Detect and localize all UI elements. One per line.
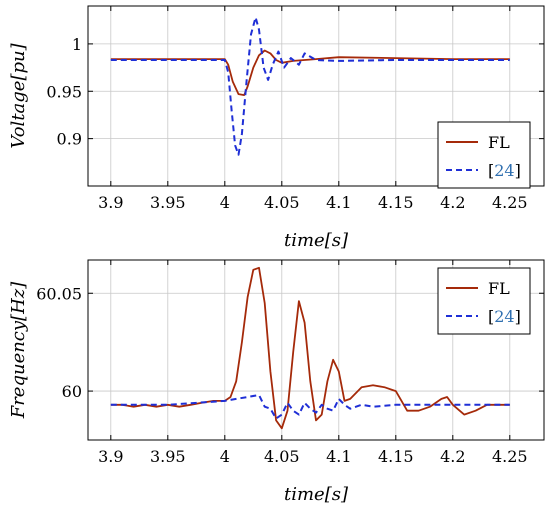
series-line-ref24	[110, 16, 510, 156]
x-tick-label: 4.2	[440, 447, 465, 466]
x-axis-label: time[s]	[284, 230, 349, 251]
x-tick-label: 4.05	[264, 193, 300, 212]
x-tick-label: 4	[220, 193, 230, 212]
frequency-chart: 3.9 3.95 4 4.05 4.1 4.15 4.2 4.25 60 60.05 time[s]…	[8, 259, 545, 505]
series-line-fl	[110, 266, 510, 430]
x-tick-label: 4.05	[264, 447, 300, 466]
x-tick-label: 4	[220, 447, 230, 466]
legend: FL [24]	[437, 267, 531, 335]
y-tick-label: 1	[72, 35, 82, 54]
x-tick-label: 4.25	[492, 447, 528, 466]
y-axis-label: Voltage[pu]	[8, 42, 29, 148]
legend-box	[437, 267, 531, 335]
x-tick-label: 4.1	[326, 193, 351, 212]
x-tick-label: 4.2	[440, 193, 465, 212]
y-tick-label: 0.95	[46, 82, 82, 101]
x-tick-label: 3.9	[98, 193, 123, 212]
legend: FL [24]	[437, 121, 531, 189]
y-axis-label: Frequency[Hz]	[8, 281, 29, 420]
x-tick-label: 4.15	[378, 193, 414, 212]
series-line-ref24	[110, 394, 510, 420]
legend-label: FL	[488, 279, 510, 298]
x-tick-label: 4.15	[378, 447, 414, 466]
voltage-chart: 3.9 3.95 4 4.05 4.1 4.15 4.2 4.25 0.9 0.95 1 time[s…	[8, 5, 545, 251]
y-tick-label: 60	[62, 382, 82, 401]
x-tick-label: 4.25	[492, 193, 528, 212]
y-tick-label: 0.9	[57, 130, 82, 149]
series-line-fl	[110, 49, 510, 96]
plot-frame	[87, 5, 545, 187]
x-tick-label: 3.95	[150, 447, 186, 466]
x-tick-label: 3.95	[150, 193, 186, 212]
x-axis-label: time[s]	[284, 484, 349, 505]
legend-label: [24]	[488, 307, 521, 326]
legend-box	[437, 121, 531, 189]
y-tick-label: 60.05	[36, 284, 82, 303]
legend-label: [24]	[488, 161, 521, 180]
x-tick-label: 4.1	[326, 447, 351, 466]
plot-frame	[87, 259, 545, 441]
legend-label: FL	[488, 133, 510, 152]
x-tick-label: 3.9	[98, 447, 123, 466]
